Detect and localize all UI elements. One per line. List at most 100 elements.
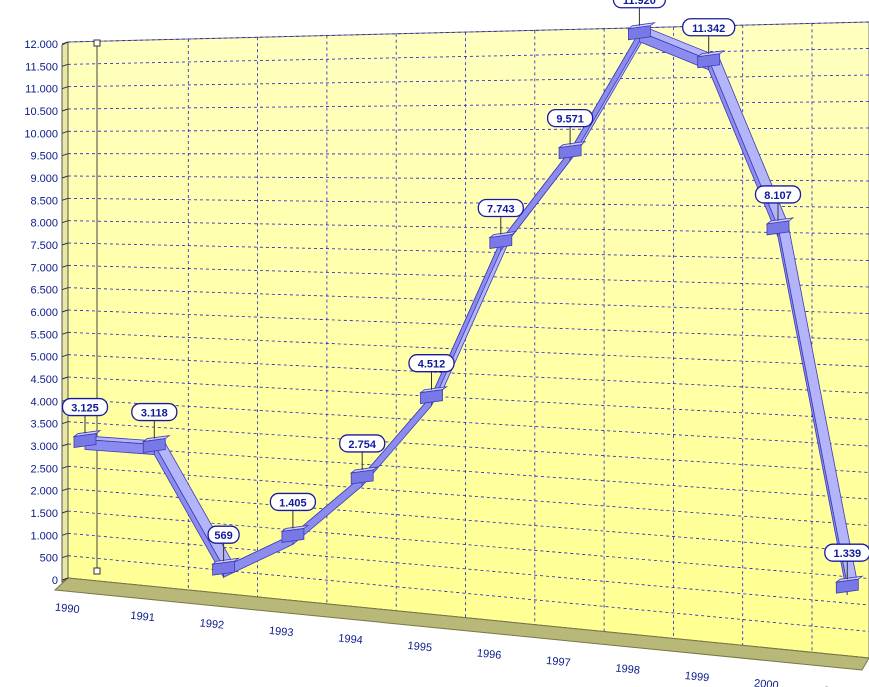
data-label: 9.571 (546, 108, 594, 145)
gridline-horizontal (67, 532, 869, 606)
y-tick-label: 6.000 (30, 307, 58, 319)
y-tick-mark (61, 242, 69, 246)
x-tick-label: 1993 (268, 625, 294, 639)
data-label: 8.107 (754, 185, 802, 221)
x-axis: 1990 1991 1992 1993 1994 1995 1996 1997 1998 1999… (55, 602, 849, 687)
y-tick-label: 4.000 (30, 396, 58, 408)
y-tick-mark (61, 130, 69, 134)
y-tick-label: 10.500 (24, 106, 58, 118)
y-tick-label: 4.500 (30, 374, 58, 386)
y-tick-mark (61, 309, 69, 313)
y-axis: 0 500 1.000 1.500 2.000 2.500 3.000 3.500 4.000 4… (24, 39, 101, 587)
y-tick-mark (61, 63, 69, 67)
data-label: 11.342 (682, 18, 736, 54)
y-tick-mark (61, 264, 69, 268)
data-label: 3.118 (131, 402, 178, 439)
chart-floor (53, 577, 869, 671)
y-tick-label: 9.500 (30, 151, 58, 163)
gridline-horizontal (67, 175, 869, 182)
x-tick-label: 1995 (407, 640, 433, 654)
y-tick-label: 6.500 (30, 285, 58, 297)
gridline-horizontal (67, 376, 869, 420)
data-point[interactable] (626, 22, 656, 41)
y-tick-mark (61, 287, 69, 291)
x-tick-label: 1996 (476, 647, 502, 661)
selection-handle (93, 39, 101, 47)
x-tick-label: 1991 (130, 610, 156, 624)
y-tick-label: 9.000 (30, 173, 58, 185)
y-tick-label: 8.500 (30, 195, 58, 207)
gridline-horizontal (67, 488, 869, 553)
gridline-horizontal (67, 74, 869, 88)
y-tick-mark (61, 86, 69, 90)
data-point[interactable] (696, 50, 726, 69)
data-label: 11.920 (612, 0, 667, 26)
y-tick-label: 5.500 (30, 329, 58, 341)
data-label: 3.125 (61, 397, 109, 434)
data-point[interactable] (765, 217, 795, 236)
svg-text:4.512: 4.512 (418, 359, 446, 371)
data-point[interactable] (349, 466, 379, 485)
data-label: 1.405 (269, 492, 317, 529)
svg-text:11.342: 11.342 (692, 23, 725, 35)
y-tick-label: 0 (52, 575, 58, 587)
data-label: 2.754 (339, 434, 386, 470)
svg-text:3.118: 3.118 (141, 408, 168, 420)
y-tick-label: 3.000 (30, 441, 58, 453)
svg-text:569: 569 (214, 530, 232, 542)
gridline-horizontal (67, 153, 869, 155)
gridline-horizontal (67, 398, 869, 447)
gridline-horizontal (67, 197, 869, 208)
y-tick-label: 12.000 (24, 39, 58, 51)
y-tick-label: 11.500 (25, 61, 58, 73)
y-tick-mark (61, 331, 69, 335)
gridline-horizontal (67, 421, 869, 473)
data-point[interactable] (834, 575, 864, 594)
y-tick-mark (61, 510, 69, 514)
y-tick-mark (61, 577, 69, 581)
x-tick-label: 2001 (823, 685, 849, 687)
data-label: 7.743 (477, 198, 524, 235)
gridline-horizontal (67, 21, 869, 43)
y-tick-mark (61, 108, 69, 112)
y-tick-mark (61, 421, 69, 425)
y-tick-mark (61, 220, 69, 224)
y-tick-label: 8.000 (30, 218, 58, 230)
floor-slab (53, 577, 869, 671)
data-point[interactable] (141, 434, 171, 454)
gridline-horizontal (67, 331, 869, 367)
data-point[interactable] (419, 386, 448, 405)
data-point[interactable] (488, 230, 518, 249)
data-point[interactable] (557, 141, 587, 160)
y-tick-label: 10.000 (24, 128, 58, 140)
x-tick-label: 1994 (338, 632, 364, 646)
gridline-horizontal (67, 220, 869, 235)
gridline-horizontal (67, 555, 869, 632)
y-tick-label: 2.500 (30, 463, 58, 475)
y-tick-mark (61, 153, 69, 157)
y-tick-mark (61, 443, 69, 447)
data-label: 4.512 (408, 354, 455, 390)
y-tick-label: 2.000 (30, 486, 58, 498)
gridline-horizontal (67, 443, 869, 500)
svg-text:2.754: 2.754 (348, 439, 376, 451)
svg-text:11.920: 11.920 (623, 0, 656, 7)
y-tick-mark (61, 465, 69, 469)
selection-handle (93, 567, 101, 575)
gridline-horizontal (67, 287, 869, 314)
svg-text:3.125: 3.125 (71, 403, 99, 415)
data-point[interactable] (72, 429, 102, 449)
x-tick-label: 1998 (615, 662, 641, 676)
data-point[interactable] (280, 524, 310, 543)
gridline-horizontal (67, 48, 869, 65)
y-tick-label: 7.000 (30, 262, 58, 274)
gridline-horizontal (67, 264, 869, 288)
y-tick-label: 11.000 (25, 84, 58, 96)
y-tick-mark (61, 41, 69, 45)
data-point[interactable] (211, 557, 241, 576)
data-label: 569 (207, 525, 240, 562)
data-labels: 3.125 3.118 569 1.405 2.754 4.512 7.743 9.571 11… (61, 0, 869, 580)
x-tick-label: 1997 (546, 655, 572, 669)
gridlines (67, 21, 869, 659)
